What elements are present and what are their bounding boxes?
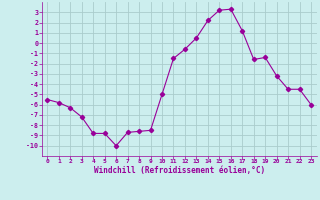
- X-axis label: Windchill (Refroidissement éolien,°C): Windchill (Refroidissement éolien,°C): [94, 166, 265, 175]
